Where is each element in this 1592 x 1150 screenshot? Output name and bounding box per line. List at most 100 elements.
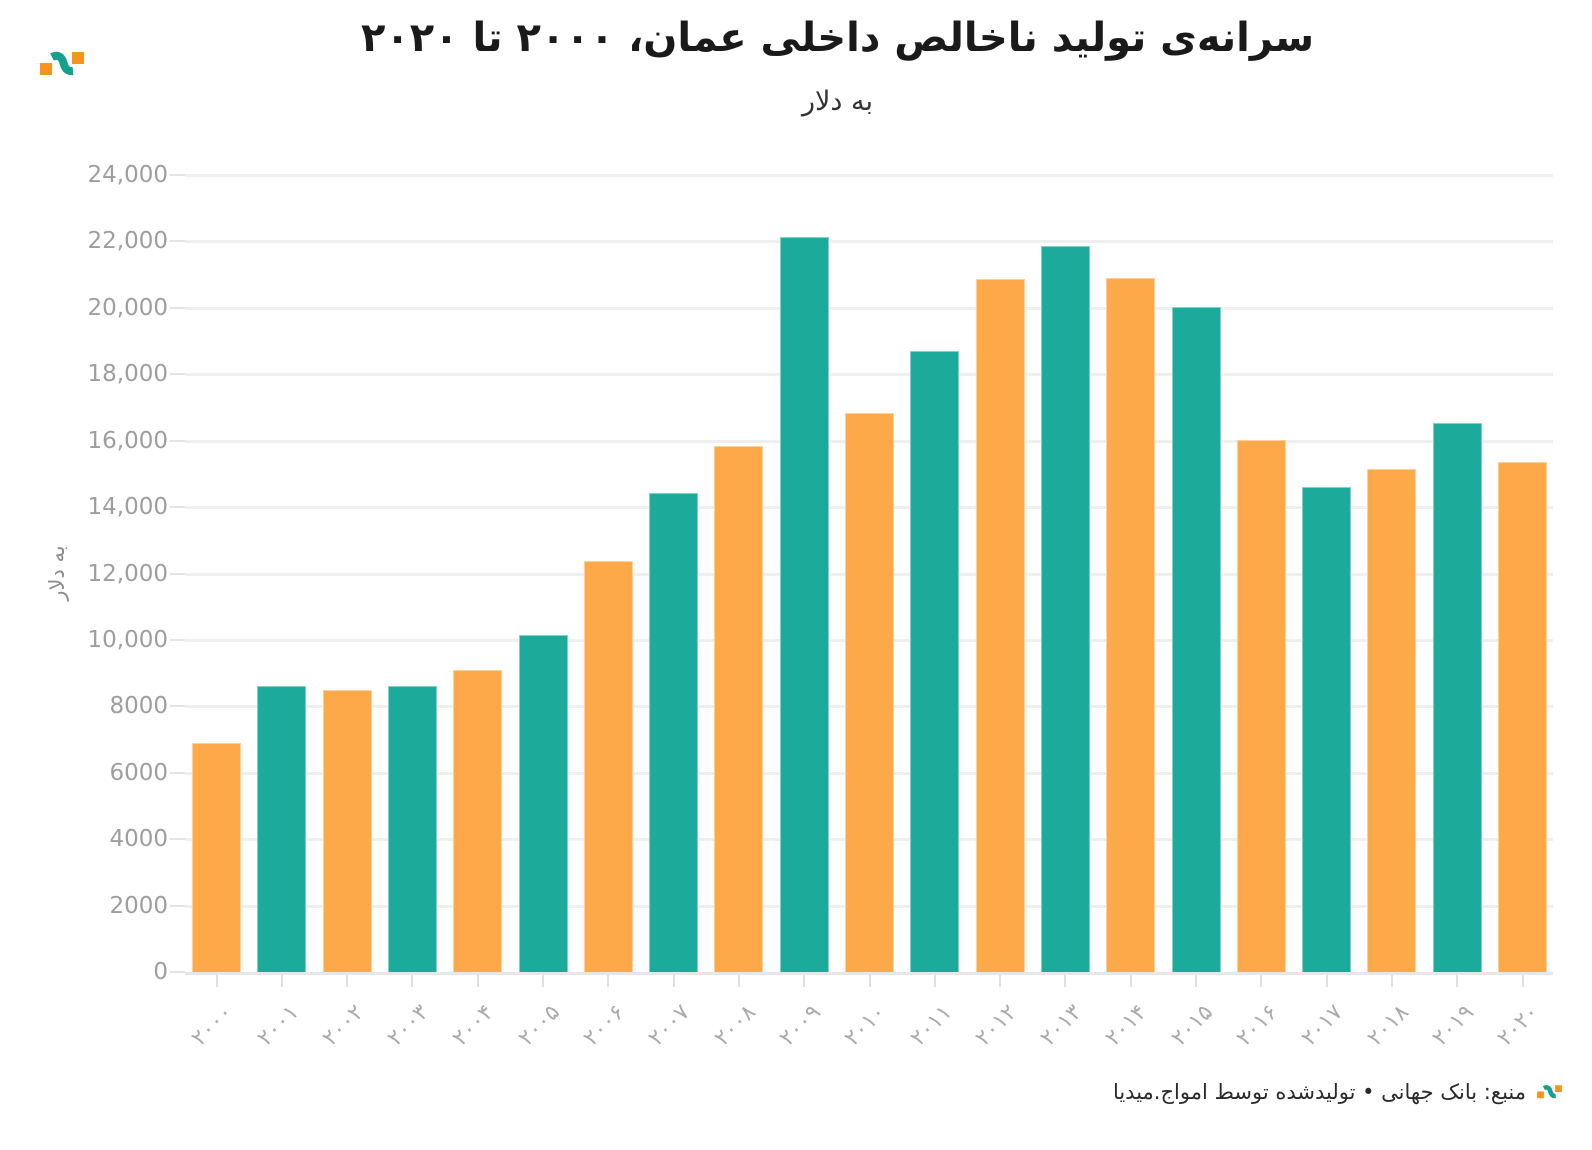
x-tick-mark (999, 975, 1002, 987)
x-tick-mark (1195, 975, 1197, 987)
x-tick-label: ۲۰۰۱ (252, 1000, 304, 1052)
x-tick-mark (476, 975, 479, 987)
amwaj-logo-icon (40, 51, 84, 76)
y-tick-mark (170, 838, 185, 841)
y-tick-mark (170, 771, 185, 774)
x-tick-mark (1260, 975, 1263, 987)
bar-2001[interactable] (257, 686, 307, 972)
bar-2009[interactable] (779, 237, 829, 972)
bar-2014[interactable] (1106, 278, 1156, 972)
y-tick-label: 14,000 (87, 494, 168, 521)
gridline (185, 174, 1553, 177)
gridline (185, 373, 1553, 377)
x-tick-mark (280, 975, 283, 987)
y-tick-mark (170, 306, 185, 309)
x-tick-mark (672, 975, 675, 987)
x-tick-label: ۲۰۰۷ (644, 1000, 696, 1052)
y-tick-label: 4000 (109, 826, 168, 853)
bar-2020[interactable] (1498, 461, 1547, 972)
footer: منبع: بانک جهانی • تولیدشده توسط امواج.م… (1113, 1080, 1563, 1104)
y-tick-mark (170, 904, 185, 907)
x-tick-label: ۲۰۱۷ (1297, 1000, 1349, 1052)
x-tick-label: ۲۰۱۹ (1427, 1000, 1479, 1052)
y-tick-label: 8000 (109, 693, 168, 720)
x-tick-mark (411, 975, 414, 987)
amwaj-logo-small-icon (1537, 1085, 1562, 1099)
x-tick-mark (1456, 975, 1459, 987)
bar-2010[interactable] (845, 412, 894, 972)
x-tick-mark (1521, 975, 1524, 987)
x-tick-label: ۲۰۱۰ (840, 1000, 892, 1052)
y-tick-label: 12,000 (87, 560, 168, 587)
y-axis-labels: 0 2000 4000 6000 8000 10,000 12,000 14,000 16,00… (0, 162, 168, 985)
x-tick-label: ۲۰۰۵ (513, 1000, 565, 1052)
x-tick-label: ۲۰۱۴ (1101, 1000, 1153, 1052)
x-tick-label: ۲۰۰۲ (317, 1000, 369, 1052)
x-tick-mark (868, 975, 871, 987)
plot-area (185, 174, 1553, 975)
bar-2017[interactable] (1302, 486, 1352, 972)
y-tick-mark (170, 174, 185, 176)
y-tick-mark (170, 638, 185, 641)
x-tick-label: ۲۰۱۶ (1231, 1000, 1283, 1052)
x-tick-mark (1064, 975, 1067, 987)
y-tick-mark (170, 572, 185, 575)
x-tick-mark (215, 975, 218, 987)
bar-2005[interactable] (518, 634, 568, 972)
y-tick-label: 16,000 (87, 427, 168, 454)
gridline (185, 306, 1553, 310)
x-tick-label: ۲۰۱۱ (905, 1000, 957, 1052)
bar-2015[interactable] (1171, 306, 1221, 972)
gridline (185, 240, 1553, 244)
x-tick-mark (1129, 975, 1132, 987)
bar-2018[interactable] (1367, 468, 1417, 972)
chart-subtitle: به دلار (801, 86, 874, 117)
bar-2003[interactable] (387, 685, 437, 972)
x-tick-mark (933, 975, 936, 987)
y-tick-label: 2000 (109, 892, 168, 919)
x-tick-mark (803, 975, 806, 987)
bar-2006[interactable] (583, 560, 633, 972)
chart-title: سرانه‌ی تولید ناخالص داخلی عمان، ۲۰۰۰ تا… (360, 15, 1315, 61)
x-tick-mark (1390, 975, 1393, 987)
x-tick-mark (346, 975, 349, 987)
bar-2000[interactable] (192, 742, 241, 972)
y-tick-label: 0 (153, 959, 168, 985)
x-tick-label: ۲۰۱۵ (1166, 1000, 1218, 1052)
x-axis-labels: ۲۰۰۰ ۲۰۰۱ ۲۰۰۲ ۲۰۰۳ ۲۰۰۴ ۲۰۰۵ ۲۰۰۶ ۲۰۰۷ ۲۰۰۸ ۲۰۰۹… (185, 990, 1553, 1060)
bar-2011[interactable] (910, 351, 960, 972)
y-tick-mark (170, 240, 185, 243)
y-tick-label: 22,000 (87, 228, 168, 255)
bar-2002[interactable] (322, 690, 372, 972)
y-tick-mark (170, 506, 185, 509)
y-tick-label: 18,000 (87, 361, 168, 388)
bar-2012[interactable] (975, 278, 1025, 972)
x-tick-label: ۲۰۱۸ (1362, 1000, 1414, 1052)
bar-2007[interactable] (649, 492, 699, 972)
y-tick-mark (170, 705, 185, 708)
bar-2016[interactable] (1236, 440, 1286, 972)
bar-2004[interactable] (453, 670, 503, 972)
x-tick-mark (542, 975, 544, 987)
x-tick-label: ۲۰۰۰ (187, 1000, 239, 1052)
x-tick-mark (1325, 975, 1328, 987)
bar-2019[interactable] (1432, 423, 1482, 972)
bar-2008[interactable] (714, 445, 764, 972)
footer-source-text: منبع: بانک جهانی • تولیدشده توسط امواج.م… (1112, 1080, 1526, 1104)
x-tick-label: ۲۰۲۰ (1493, 1000, 1545, 1052)
x-tick-label: ۲۰۰۳ (382, 1000, 435, 1052)
x-tick-label: ۲۰۰۸ (709, 1000, 761, 1052)
bar-2013[interactable] (1040, 246, 1090, 972)
x-tick-label: ۲۰۰۹ (774, 1000, 826, 1052)
x-tick-label: ۲۰۰۶ (578, 1000, 630, 1052)
x-tick-mark (607, 975, 610, 987)
y-tick-label: 10,000 (87, 626, 168, 653)
x-tick-mark (737, 975, 740, 987)
y-tick-label: 24,000 (87, 162, 168, 188)
x-tick-label: ۲۰۱۳ (1035, 1000, 1088, 1052)
y-tick-mark (170, 373, 185, 376)
x-tick-label: ۲۰۰۴ (448, 1000, 500, 1052)
x-tick-label: ۲۰۱۲ (970, 1000, 1022, 1052)
x-axis-line (185, 972, 1553, 975)
